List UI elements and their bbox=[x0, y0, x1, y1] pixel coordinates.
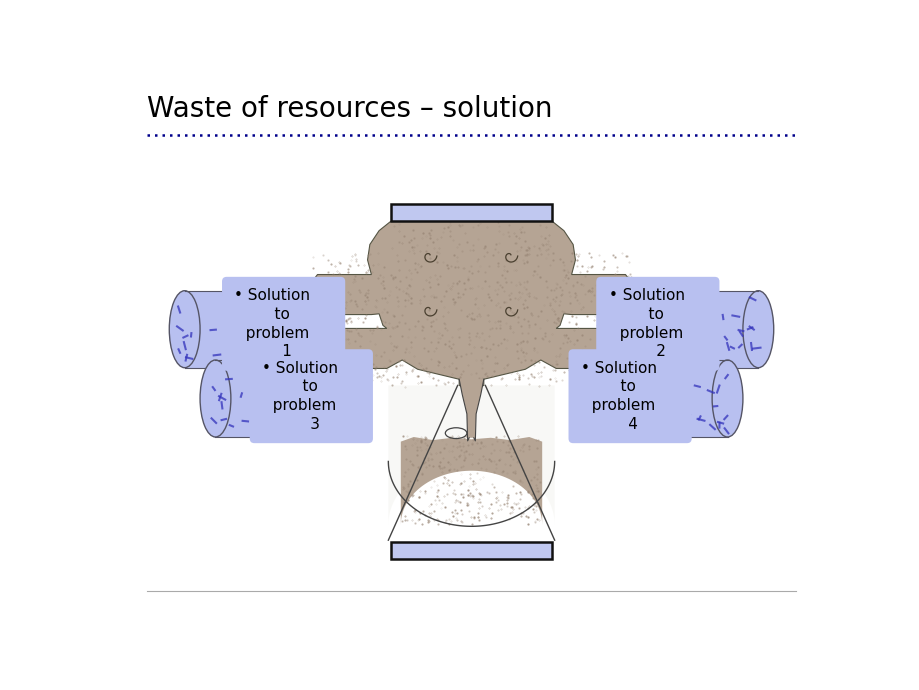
Polygon shape bbox=[459, 380, 483, 441]
Polygon shape bbox=[401, 437, 541, 525]
FancyBboxPatch shape bbox=[249, 349, 372, 443]
Text: • Solution
    to
  problem
      2: • Solution to problem 2 bbox=[607, 288, 684, 359]
FancyBboxPatch shape bbox=[391, 542, 551, 559]
Polygon shape bbox=[215, 360, 280, 437]
Text: • Solution
    to
  problem
      4: • Solution to problem 4 bbox=[580, 361, 656, 431]
Polygon shape bbox=[301, 221, 641, 391]
FancyBboxPatch shape bbox=[568, 349, 691, 443]
Text: Waste of resources – solution: Waste of resources – solution bbox=[146, 95, 551, 123]
FancyBboxPatch shape bbox=[596, 277, 719, 371]
Polygon shape bbox=[662, 360, 727, 437]
Ellipse shape bbox=[234, 290, 266, 368]
Text: • Solution
    to
  problem
      1: • Solution to problem 1 bbox=[234, 288, 310, 359]
Ellipse shape bbox=[646, 360, 676, 437]
Polygon shape bbox=[388, 386, 554, 525]
FancyBboxPatch shape bbox=[391, 204, 551, 221]
Polygon shape bbox=[185, 290, 250, 368]
Polygon shape bbox=[692, 290, 757, 368]
Ellipse shape bbox=[711, 360, 743, 437]
Ellipse shape bbox=[169, 290, 199, 368]
Text: • Solution
    to
  problem
      3: • Solution to problem 3 bbox=[262, 361, 337, 431]
Ellipse shape bbox=[743, 290, 773, 368]
Ellipse shape bbox=[266, 360, 296, 437]
FancyBboxPatch shape bbox=[221, 277, 345, 371]
Ellipse shape bbox=[676, 290, 708, 368]
Ellipse shape bbox=[199, 360, 231, 437]
